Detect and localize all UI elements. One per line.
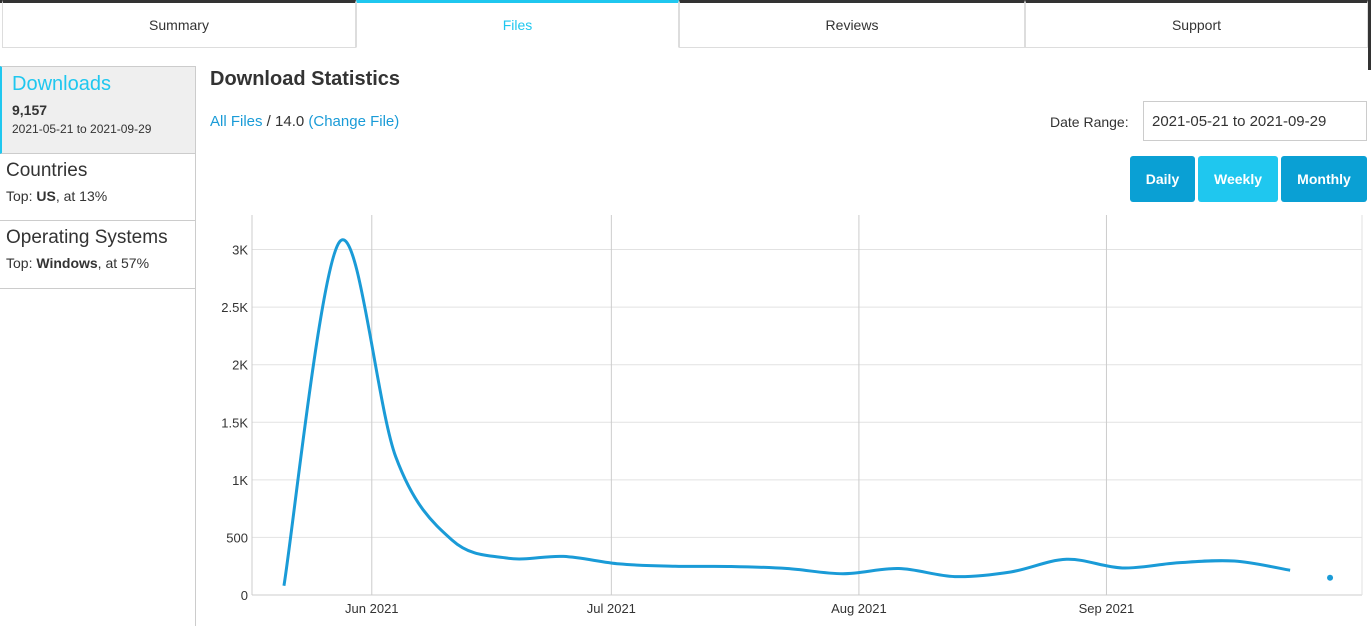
stats-sidebar: Downloads 9,157 2021-05-21 to 2021-09-29…	[0, 66, 196, 626]
os-top-suffix: , at 57%	[97, 255, 150, 271]
downloads-range: 2021-05-21 to 2021-09-29	[12, 122, 152, 136]
weekly-button[interactable]: Weekly	[1198, 156, 1278, 202]
os-top-prefix: Top:	[6, 255, 37, 271]
tab-files[interactable]: Files	[356, 0, 679, 48]
monthly-button[interactable]: Monthly	[1281, 156, 1367, 202]
os-title: Operating Systems	[6, 227, 168, 248]
date-range-label: Date Range:	[1050, 114, 1129, 130]
chart-grid	[251, 215, 1363, 596]
breadcrumb: All Files / 14.0 (Change File)	[210, 113, 399, 130]
countries-top-suffix: , at 13%	[55, 188, 108, 204]
file-version: / 14.0	[262, 113, 309, 130]
all-files-link[interactable]: All Files	[210, 113, 263, 130]
countries-top-value: US	[36, 188, 56, 204]
sidebar-item-operating-systems[interactable]: Operating Systems Top: Windows, at 57%	[0, 221, 195, 289]
tab-support[interactable]: Support	[1025, 0, 1368, 48]
x-tick-label: Jul 2021	[587, 601, 636, 616]
data-point	[1327, 574, 1334, 581]
y-tick-label: 1.5K	[221, 415, 248, 430]
daily-button[interactable]: Daily	[1130, 156, 1195, 202]
os-top: Top: Windows, at 57%	[6, 255, 189, 271]
x-tick-label: Jun 2021	[345, 601, 399, 616]
tab-bar: Summary Files Reviews Support	[2, 0, 1368, 48]
countries-top: Top: US, at 13%	[6, 188, 189, 204]
tab-summary[interactable]: Summary	[2, 0, 356, 48]
x-axis-ticks: Jun 2021 Jul 2021 Aug 2021 Sep 2021	[345, 601, 1134, 616]
y-tick-label: 2K	[232, 358, 248, 373]
x-tick-label: Aug 2021	[831, 601, 887, 616]
downloads-title: Downloads	[12, 73, 111, 95]
date-range-input[interactable]	[1143, 101, 1367, 141]
change-file-link[interactable]: (Change File)	[308, 113, 400, 130]
tab-reviews[interactable]: Reviews	[679, 0, 1025, 48]
series-line	[282, 238, 1291, 587]
y-tick-label: 1K	[232, 473, 248, 488]
y-tick-label: 3K	[232, 243, 248, 258]
y-tick-label: 0	[241, 588, 248, 603]
countries-top-prefix: Top:	[6, 188, 37, 204]
x-tick-label: Sep 2021	[1079, 601, 1135, 616]
page-title: Download Statistics	[210, 68, 401, 90]
sidebar-item-downloads[interactable]: Downloads 9,157 2021-05-21 to 2021-09-29	[0, 66, 195, 154]
y-axis-ticks: 0 500 1K 1.5K 2K 2.5K 3K	[221, 243, 248, 603]
chart-points	[1327, 574, 1334, 581]
os-top-value: Windows	[36, 255, 98, 271]
downloads-count: 9,157	[12, 102, 48, 118]
sidebar-item-countries[interactable]: Countries Top: US, at 13%	[0, 154, 195, 221]
y-tick-label: 500	[226, 530, 248, 545]
right-border	[1368, 0, 1371, 70]
countries-title: Countries	[6, 160, 88, 181]
y-tick-label: 2.5K	[221, 300, 248, 315]
downloads-line-chart: 0 500 1K 1.5K 2K 2.5K 3K Jun 2021 Jul 2021 Aug 2…	[221, 215, 1363, 616]
